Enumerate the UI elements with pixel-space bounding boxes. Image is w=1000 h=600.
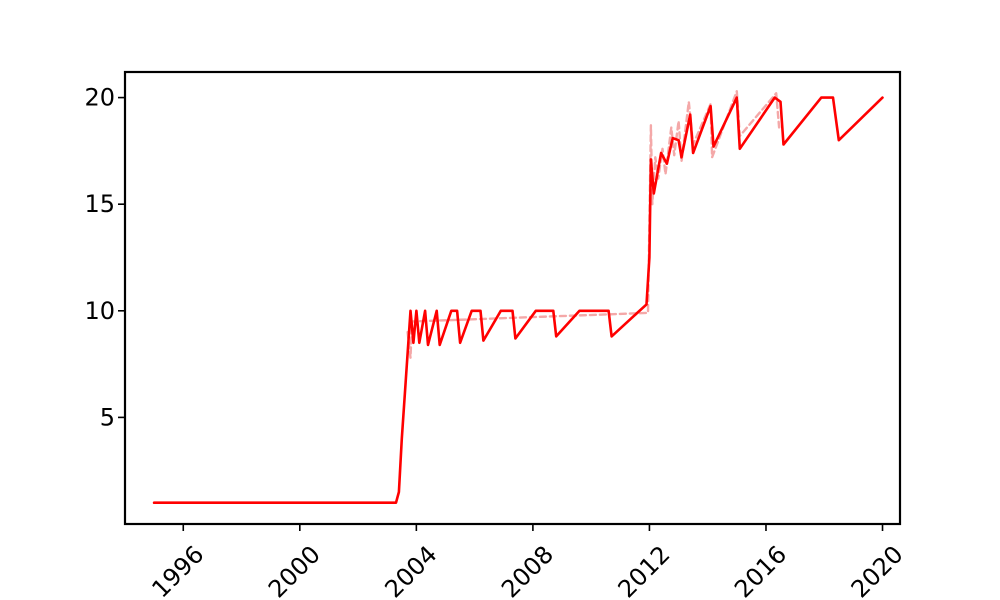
series-layer — [152, 90, 884, 504]
y-tick-label: 5 — [100, 403, 115, 431]
plot-frame — [123, 70, 902, 526]
y-tick-label: 20 — [84, 84, 115, 112]
series-line-1 — [152, 96, 884, 504]
y-tick-label: 15 — [84, 190, 115, 218]
y-tick-label: 10 — [84, 297, 115, 325]
y-axis: 5 10 15 20 — [84, 84, 125, 431]
